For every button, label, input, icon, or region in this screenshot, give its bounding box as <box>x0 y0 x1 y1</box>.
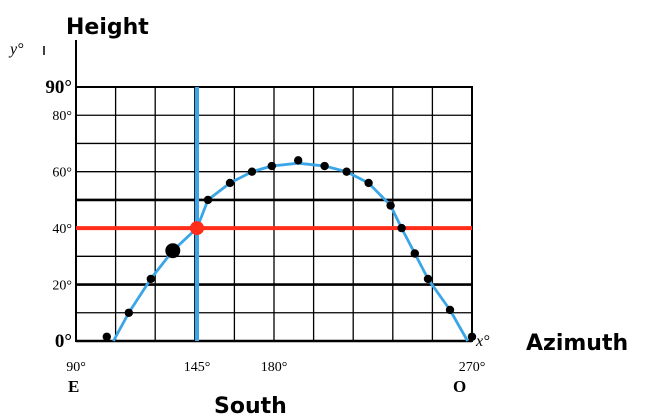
x-tick-label: 180° <box>261 360 288 375</box>
grid <box>43 40 473 342</box>
x-axis-symbol: x° <box>475 333 490 350</box>
data-point <box>386 201 395 210</box>
data-point <box>364 178 373 188</box>
y-tick-label: 0° <box>55 331 72 352</box>
data-point <box>320 161 329 171</box>
tick-labels: 90° 80° 60° 40° 20° 0° 90° 145° 180° 270° <box>45 77 485 375</box>
west-label: O <box>453 377 466 396</box>
data-point <box>467 332 477 341</box>
data-point <box>397 223 406 233</box>
y-tick-label: 60° <box>52 166 72 181</box>
data-point <box>294 156 303 165</box>
data-point <box>267 161 276 171</box>
data-point-large <box>165 243 181 259</box>
east-label: E <box>68 377 79 396</box>
x-tick-label: 90° <box>66 360 86 375</box>
data-point <box>410 249 419 258</box>
data-point <box>445 305 455 315</box>
x-tick-label: 270° <box>459 360 486 375</box>
x-tick-label: 145° <box>184 360 211 375</box>
intersection-point <box>190 221 204 236</box>
data-point <box>247 167 257 176</box>
data-points <box>102 156 477 341</box>
labels: Height y° x° Azimuth E O South <box>8 15 628 416</box>
data-point <box>225 178 235 188</box>
data-point <box>146 274 155 284</box>
reference-lines <box>76 87 472 341</box>
data-point <box>102 332 112 341</box>
south-label: South <box>214 394 287 416</box>
data-point <box>342 167 351 176</box>
y-tick-label: 20° <box>52 279 72 294</box>
y-axis-title: Height <box>66 15 149 40</box>
data-point <box>203 195 213 205</box>
data-point <box>124 308 133 317</box>
data-point <box>423 274 433 284</box>
x-axis-title: Azimuth <box>526 331 628 356</box>
y-tick-label: 40° <box>52 222 72 237</box>
y-tick-label: 90° <box>45 77 72 98</box>
y-tick-label: 80° <box>52 109 72 124</box>
y-axis-symbol: y° <box>8 41 24 58</box>
